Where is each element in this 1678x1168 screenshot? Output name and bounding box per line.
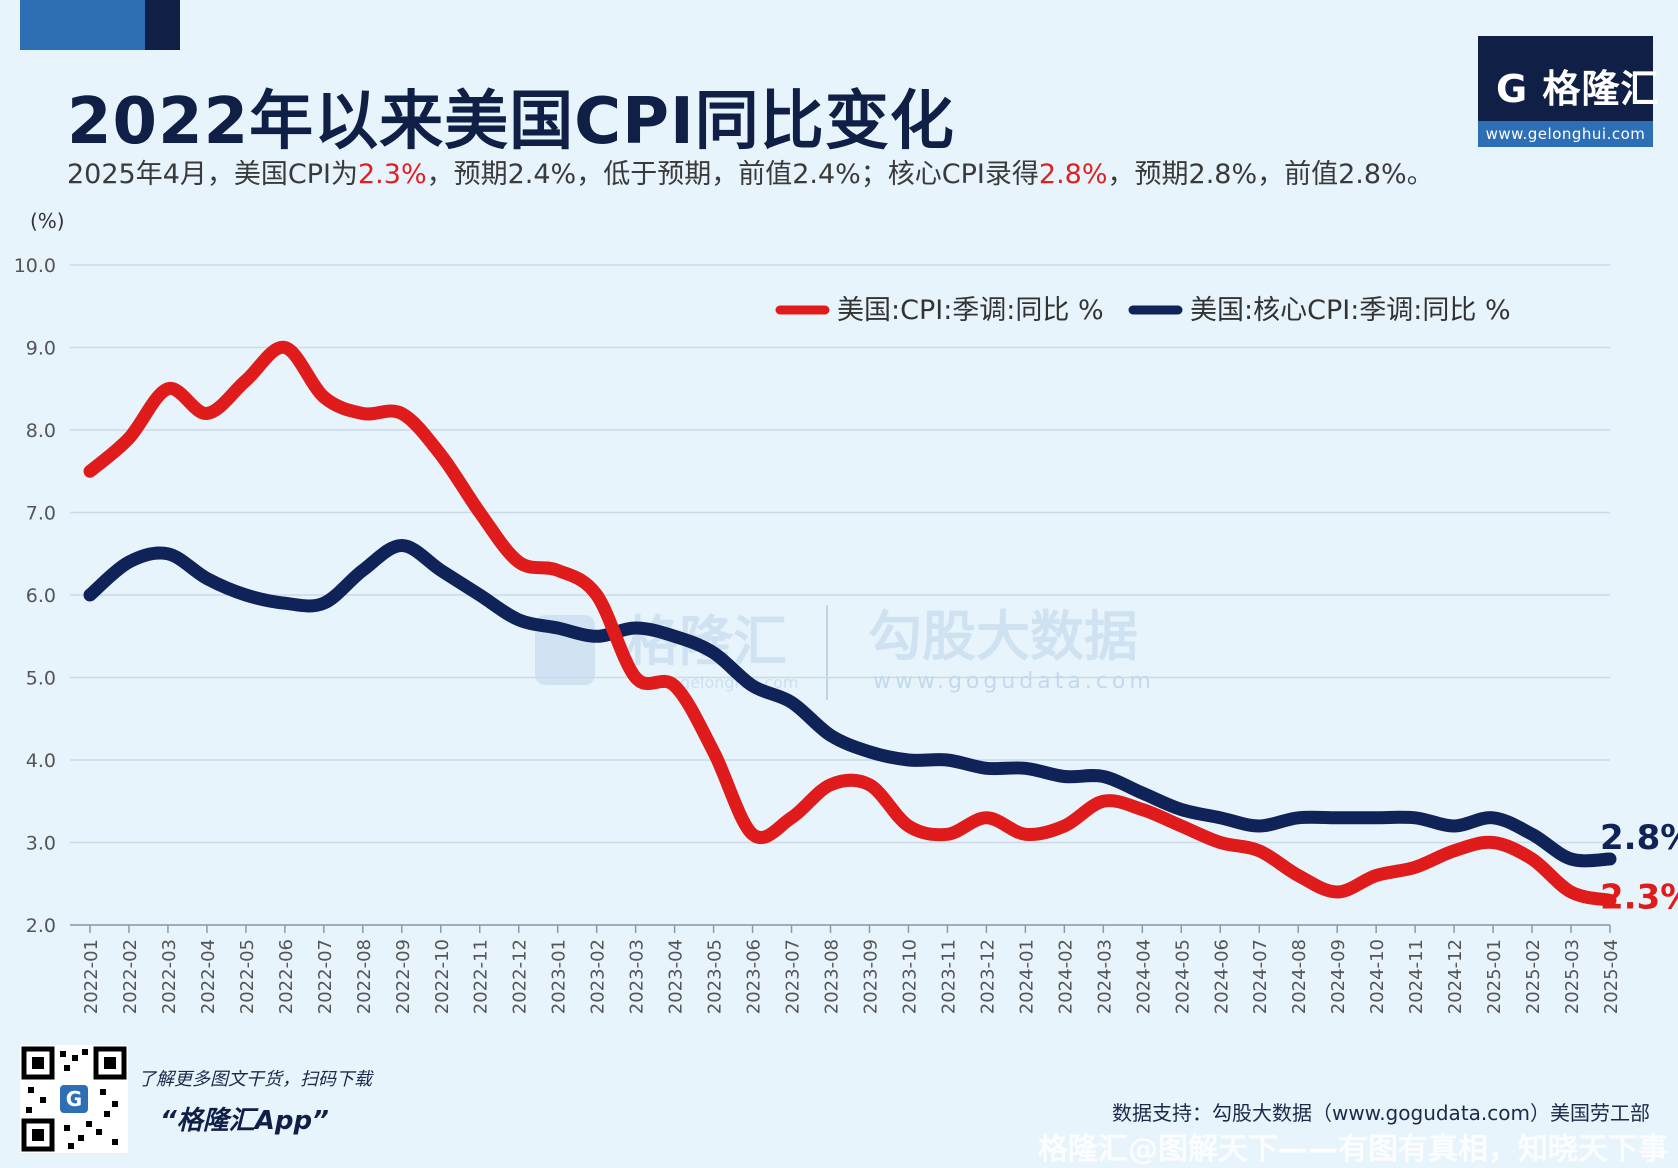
logo-url: www.gelonghui.com [1478, 121, 1653, 147]
subtitle-cpi-value: 2.3% [358, 159, 427, 190]
core-cpi-end-label: 2.8% [1600, 818, 1678, 858]
x-tick-label: 2022-07 [315, 939, 336, 1014]
page-subtitle: 2025年4月，美国CPI为2.3%，预期2.4%，低于预期，前值2.4%；核心… [67, 152, 1434, 191]
x-tick-label: 2023-11 [938, 939, 959, 1014]
top-accent-bar [20, 0, 145, 50]
x-tick-label: 2023-09 [860, 939, 881, 1014]
core-cpi-series-line [83, 539, 1617, 868]
x-tick-label: 2024-08 [1289, 939, 1310, 1014]
x-tick-label: 2023-03 [627, 939, 648, 1014]
x-tick-label: 2024-10 [1367, 939, 1388, 1014]
cpi-end-label: 2.3% [1600, 877, 1678, 917]
x-tick-label: 2023-12 [977, 939, 998, 1014]
x-tick-label: 2022-09 [393, 939, 414, 1014]
promo-app-name: “格隆汇App” [160, 1106, 329, 1136]
y-tick-label: 2.0 [26, 915, 56, 937]
legend-core-label: 美国:核心CPI:季调:同比 % [1190, 295, 1511, 326]
y-axis-label: (%) [30, 209, 65, 233]
x-tick-label: 2024-01 [1016, 939, 1037, 1014]
qr-pattern-icon [21, 1046, 127, 1152]
subtitle-part: 2025年4月，美国CPI为 [67, 159, 358, 190]
x-tick-label: 2024-03 [1094, 939, 1115, 1014]
watermark-data-brand: 勾股大数据 [868, 605, 1138, 668]
top-accent-bar-dark [145, 0, 180, 50]
y-tick-label: 9.0 [26, 338, 56, 360]
x-tick-label: 2022-05 [237, 939, 258, 1014]
watermark-data-url: www.gogudata.com [873, 669, 1155, 694]
x-tick-label: 2023-05 [705, 939, 726, 1014]
bottom-watermark: 格隆汇@图解天下——有图有真相，知晓天下事 [1038, 1132, 1668, 1167]
subtitle-part: ，预期2.8%，前值2.8%。 [1107, 159, 1434, 190]
x-tick-label: 2023-01 [549, 939, 570, 1014]
x-tick-label: 2023-10 [899, 939, 920, 1014]
x-tick-label: 2023-04 [666, 939, 687, 1014]
x-tick-label: 2022-03 [159, 939, 180, 1014]
x-tick-label: 2025-04 [1601, 939, 1622, 1014]
gelonghui-logo: G 格隆汇 www.gelonghui.com [1478, 36, 1658, 147]
x-tick-label: 2025-01 [1484, 939, 1505, 1014]
x-tick-label: 2023-07 [783, 939, 804, 1014]
x-tick-label: 2024-09 [1328, 939, 1349, 1014]
x-tick-label: 2022-01 [81, 939, 102, 1014]
x-tick-label: 2024-11 [1406, 939, 1427, 1014]
x-tick-label: 2022-02 [120, 939, 141, 1014]
qr-code: G [20, 1045, 128, 1153]
page-title: 2022年以来美国CPI同比变化 [67, 85, 955, 159]
x-tick-label: 2022-06 [276, 939, 297, 1014]
y-tick-label: 5.0 [26, 668, 56, 690]
x-tick-label: 2022-11 [471, 939, 492, 1014]
x-tick-label: 2024-04 [1133, 939, 1154, 1014]
x-tick-label: 2022-04 [198, 939, 219, 1014]
x-tick-label: 2024-02 [1055, 939, 1076, 1014]
y-tick-label: 8.0 [26, 420, 56, 442]
data-source: 数据支持：勾股大数据（www.gogudata.com）美国劳工部 [1111, 1101, 1650, 1125]
logo-mark: G 格隆汇 [1496, 67, 1660, 111]
subtitle-core-value: 2.8% [1038, 159, 1108, 190]
promo-text: 了解更多图文干货，扫码下载 [138, 1069, 372, 1090]
x-tick-label: 2023-08 [822, 939, 843, 1014]
x-tick-label: 2023-06 [744, 939, 765, 1014]
x-tick-label: 2024-07 [1250, 939, 1271, 1014]
x-tick-label: 2022-10 [432, 939, 453, 1014]
x-tick-label: 2022-12 [510, 939, 531, 1014]
x-tick-label: 2022-08 [354, 939, 375, 1014]
cpi-line-chart: 格隆汇gelonghui.com勾股大数据www.gogudata.com(%)… [14, 209, 1678, 1014]
legend-cpi-label: 美国:CPI:季调:同比 % [837, 295, 1104, 326]
y-tick-label: 3.0 [26, 833, 56, 855]
x-tick-label: 2024-05 [1172, 939, 1193, 1014]
x-tick-label: 2024-12 [1445, 939, 1466, 1014]
x-tick-label: 2023-02 [588, 939, 609, 1014]
cpi-series-line [83, 340, 1617, 907]
y-tick-label: 10.0 [14, 255, 56, 277]
subtitle-part: ，预期2.4%，低于预期，前值2.4%；核心CPI录得 [426, 159, 1039, 190]
x-tick-label: 2025-03 [1562, 939, 1583, 1014]
qr-logo-icon: G [60, 1085, 88, 1113]
x-tick-label: 2025-02 [1523, 939, 1544, 1014]
y-tick-label: 4.0 [26, 750, 56, 772]
y-tick-label: 6.0 [26, 585, 56, 607]
y-tick-label: 7.0 [26, 503, 56, 525]
x-tick-label: 2024-06 [1211, 939, 1232, 1014]
